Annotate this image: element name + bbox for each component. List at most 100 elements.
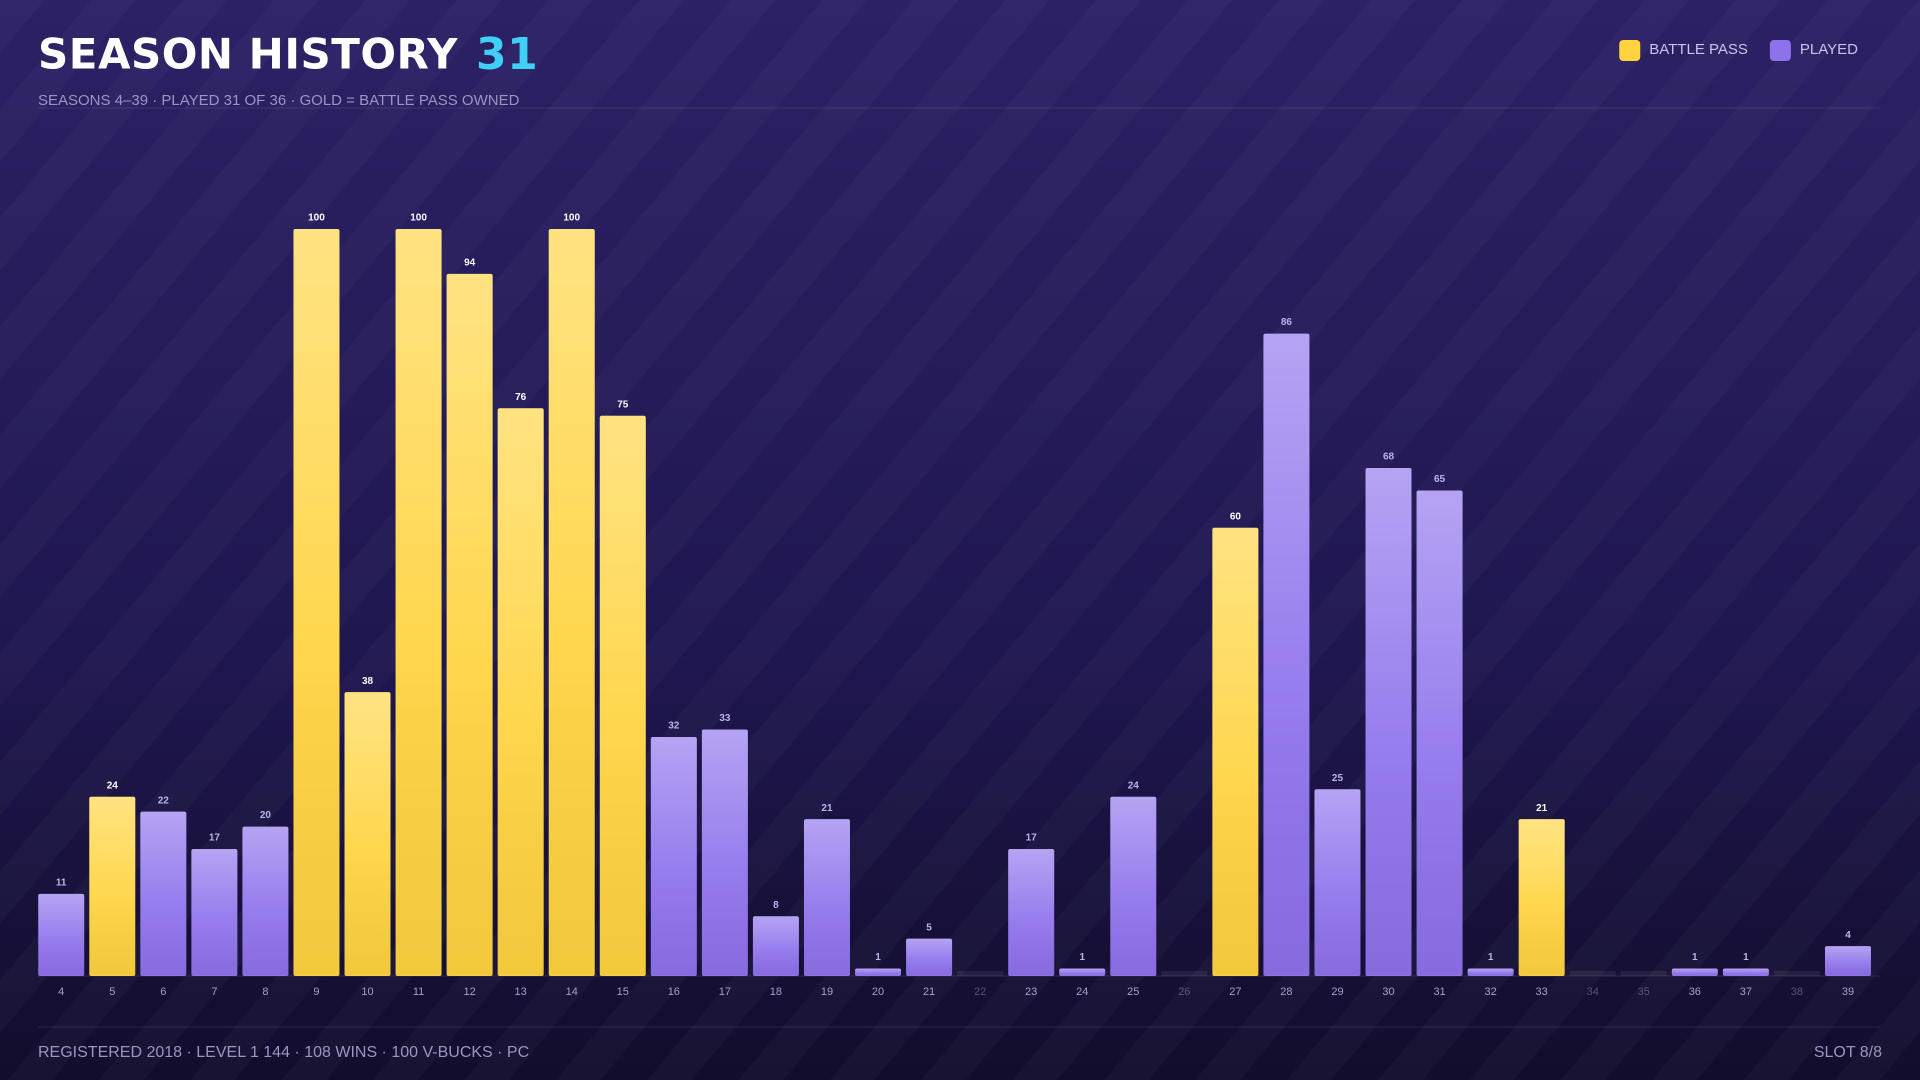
bar-shine (1263, 333, 1310, 977)
bar-shine (191, 849, 238, 976)
bar-shine (1008, 849, 1055, 976)
empty-slot (1773, 971, 1820, 976)
bar-shine (1722, 968, 1769, 976)
value-label: 1 (1743, 952, 1749, 963)
x-tick-label: 30 (1382, 986, 1394, 998)
x-tick-label: 36 (1689, 986, 1701, 998)
bar-shine (701, 729, 748, 976)
value-label: 5 (926, 922, 932, 933)
x-tick-label: 27 (1229, 986, 1241, 998)
bar-shine (497, 408, 544, 976)
x-tick-label: 17 (719, 986, 731, 998)
x-tick-label: 11 (413, 986, 424, 998)
bar-shine (906, 938, 953, 976)
bar-shine (752, 916, 799, 976)
bar-shine (446, 273, 493, 976)
title-count: 31 (476, 29, 538, 80)
value-label: 8 (773, 900, 779, 911)
value-label: 1 (1692, 952, 1698, 963)
empty-slot (1620, 971, 1667, 976)
value-label: 65 (1434, 474, 1446, 485)
bar-shine (38, 893, 85, 976)
bar-shine (599, 415, 646, 976)
bar-shine (395, 229, 442, 976)
bar-shine (1110, 796, 1157, 976)
value-label: 68 (1383, 452, 1395, 463)
x-tick-label: 35 (1638, 986, 1650, 998)
value-label: 22 (158, 795, 170, 806)
x-tick-label: 4 (58, 986, 64, 998)
bar-shine (1314, 789, 1361, 976)
x-tick-label: 38 (1791, 986, 1803, 998)
x-tick-label: 37 (1740, 986, 1752, 998)
x-tick-label: 9 (313, 986, 319, 998)
value-label: 1 (1079, 952, 1085, 963)
value-label: 25 (1332, 773, 1344, 784)
x-tick-label: 14 (566, 986, 578, 998)
value-label: 17 (209, 833, 221, 844)
footer-slot: SLOT 8/8 (1814, 1044, 1882, 1061)
bar-shine (1416, 490, 1463, 976)
bar-shine (1824, 946, 1871, 976)
value-label: 75 (617, 399, 629, 410)
bar-shine (344, 692, 391, 976)
x-tick-label: 25 (1127, 986, 1139, 998)
x-tick-label: 6 (160, 986, 166, 998)
subtitle: SEASONS 4–39 · PLAYED 31 OF 36 · GOLD = … (38, 92, 520, 109)
x-tick-label: 10 (361, 986, 373, 998)
x-tick-label: 16 (668, 986, 680, 998)
x-tick-label: 31 (1433, 986, 1445, 998)
x-tick-label: 8 (262, 986, 268, 998)
x-tick-label: 13 (515, 986, 527, 998)
footer-info: REGISTERED 2018 · LEVEL 1 144 · 108 WINS… (38, 1044, 529, 1061)
x-tick-label: 33 (1536, 986, 1548, 998)
bar-shine (650, 736, 697, 976)
x-tick-label: 32 (1485, 986, 1497, 998)
bar-shine (1059, 968, 1106, 976)
bar-shine (855, 968, 902, 976)
value-label: 21 (1536, 803, 1548, 814)
chart-title: SEASON HISTORY (38, 30, 458, 79)
x-tick-label: 5 (109, 986, 115, 998)
legend-label: BATTLE PASS (1649, 41, 1748, 58)
bar-shine (1365, 468, 1412, 976)
value-label: 21 (821, 803, 833, 814)
value-label: 94 (464, 257, 476, 268)
value-label: 38 (362, 676, 374, 687)
value-label: 100 (410, 213, 427, 224)
value-label: 60 (1230, 511, 1242, 522)
legend-swatch (1769, 40, 1791, 61)
value-label: 11 (56, 877, 67, 888)
x-tick-label: 34 (1587, 986, 1599, 998)
x-tick-label: 26 (1178, 986, 1190, 998)
x-tick-label: 18 (770, 986, 782, 998)
x-tick-label: 39 (1842, 986, 1854, 998)
bar-shine (140, 811, 187, 976)
value-label: 32 (668, 721, 680, 732)
bar-shine (1671, 968, 1718, 976)
x-tick-label: 28 (1280, 986, 1292, 998)
value-label: 17 (1026, 833, 1038, 844)
value-label: 76 (515, 392, 527, 403)
x-tick-label: 15 (617, 986, 629, 998)
value-label: 1 (1488, 952, 1494, 963)
bar-shine (242, 826, 289, 976)
bar-shine (293, 229, 340, 976)
value-label: 1 (875, 952, 881, 963)
value-label: 100 (563, 213, 580, 224)
bar-shine (548, 229, 595, 976)
x-tick-label: 12 (464, 986, 476, 998)
legend-swatch (1619, 40, 1641, 61)
value-label: 24 (1128, 780, 1140, 791)
x-tick-label: 20 (872, 986, 884, 998)
bar-shine (1467, 968, 1514, 976)
bar-shine (1212, 527, 1259, 976)
x-tick-label: 19 (821, 986, 833, 998)
value-label: 100 (308, 213, 325, 224)
bar-shine (803, 819, 850, 976)
empty-slot (1161, 971, 1208, 976)
x-tick-label: 22 (974, 986, 986, 998)
value-label: 24 (107, 780, 119, 791)
empty-slot (1569, 971, 1616, 976)
